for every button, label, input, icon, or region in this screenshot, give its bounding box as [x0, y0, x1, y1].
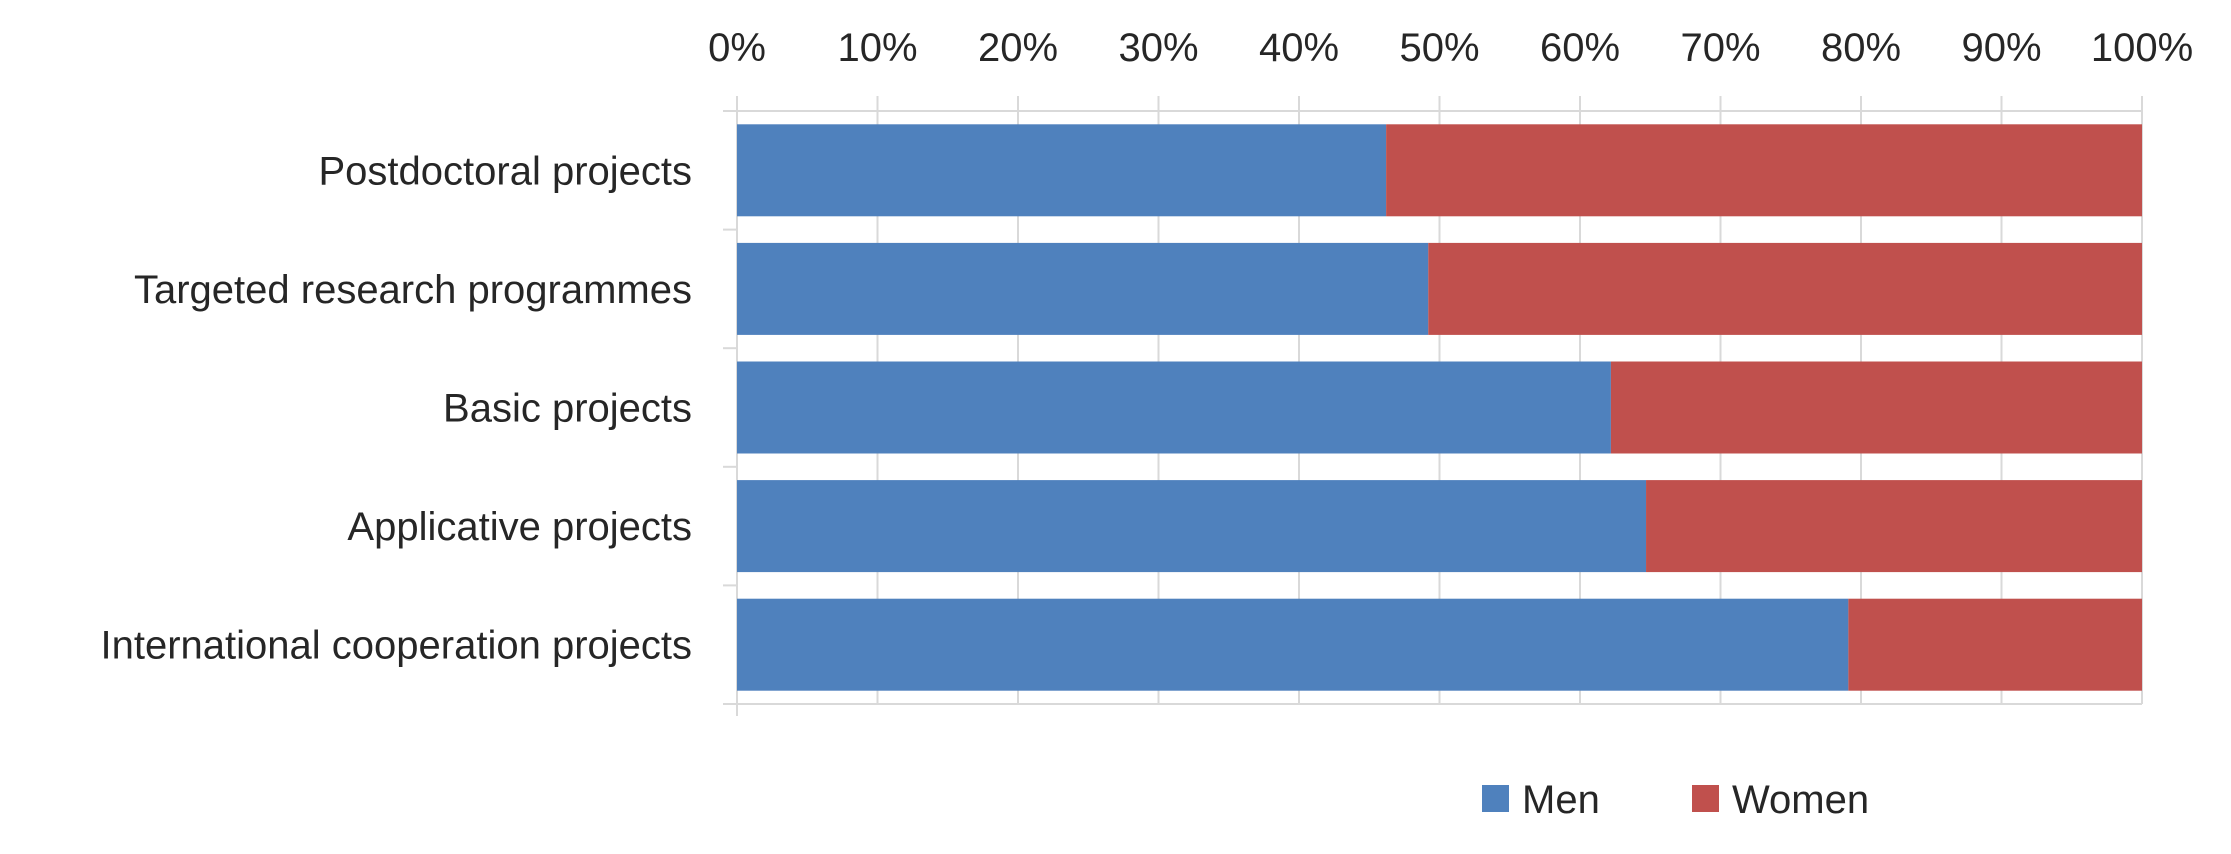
bar-women — [1428, 242, 2142, 335]
legend-label-women: Women — [1732, 778, 1869, 822]
x-tick-label: 10% — [837, 26, 917, 70]
bar-women — [1386, 124, 2142, 217]
y-axis-category-labels: Postdoctoral projects Targeted research p… — [101, 149, 692, 667]
x-tick-label: 70% — [1680, 26, 1760, 70]
bar-women — [1646, 480, 2142, 573]
bar-women — [1848, 598, 2142, 691]
x-tick-label: 40% — [1259, 26, 1339, 70]
x-tick-label: 60% — [1540, 26, 1620, 70]
bar-men — [737, 242, 1429, 335]
category-label: Targeted research programmes — [134, 268, 692, 312]
category-label: Postdoctoral projects — [318, 149, 692, 193]
x-tick-label: 30% — [1118, 26, 1198, 70]
legend-label-men: Men — [1522, 778, 1600, 822]
bars — [737, 124, 2142, 691]
legend-swatch-men — [1482, 785, 1509, 812]
legend-swatch-women — [1692, 785, 1719, 812]
x-axis-tick-labels: 0% 10% 20% 30% 40% 50% 60% 70% 80% 90% 100% — [708, 26, 2193, 70]
category-label: Basic projects — [443, 387, 692, 431]
bar-women — [1610, 361, 2142, 454]
bar-men — [737, 124, 1387, 217]
x-tick-label: 20% — [978, 26, 1058, 70]
x-tick-label: 0% — [708, 26, 766, 70]
legend: Men Women — [1482, 778, 1869, 822]
x-tick-label: 80% — [1821, 26, 1901, 70]
x-tick-label: 50% — [1399, 26, 1479, 70]
bar-men — [737, 361, 1611, 454]
x-tick-label: 100% — [2091, 26, 2193, 70]
x-tick-label: 90% — [1961, 26, 2041, 70]
category-label: Applicative projects — [347, 505, 692, 549]
category-label: International cooperation projects — [101, 624, 692, 668]
bar-men — [737, 480, 1647, 573]
bar-men — [737, 598, 1849, 691]
